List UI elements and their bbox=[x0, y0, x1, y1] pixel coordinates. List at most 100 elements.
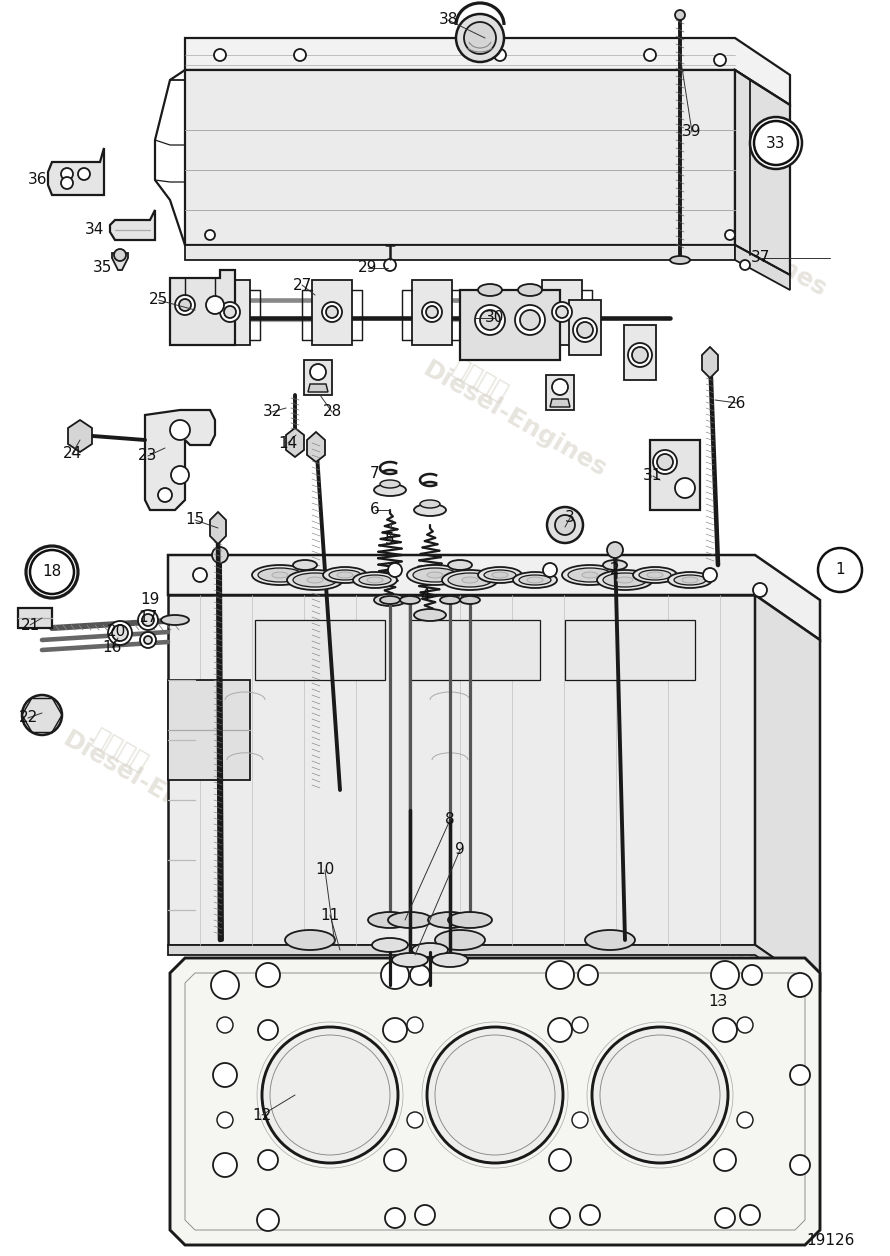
Text: 32: 32 bbox=[263, 404, 282, 420]
Circle shape bbox=[211, 971, 239, 999]
Polygon shape bbox=[460, 290, 560, 360]
Circle shape bbox=[114, 249, 126, 261]
Text: Diesel-Engines: Diesel-Engines bbox=[239, 1027, 431, 1153]
Ellipse shape bbox=[368, 912, 412, 928]
Ellipse shape bbox=[435, 929, 485, 950]
Ellipse shape bbox=[603, 560, 627, 570]
Text: 紫发动力: 紫发动力 bbox=[88, 725, 152, 775]
Ellipse shape bbox=[448, 573, 492, 587]
Text: 19126: 19126 bbox=[806, 1233, 855, 1248]
Text: Diesel-Engines: Diesel-Engines bbox=[59, 727, 251, 853]
Circle shape bbox=[515, 305, 545, 335]
Circle shape bbox=[543, 563, 557, 577]
Circle shape bbox=[675, 479, 695, 497]
Circle shape bbox=[212, 548, 228, 563]
Circle shape bbox=[742, 965, 762, 985]
Circle shape bbox=[750, 117, 802, 170]
Circle shape bbox=[592, 1027, 728, 1163]
Polygon shape bbox=[569, 300, 601, 355]
Circle shape bbox=[112, 625, 128, 641]
Polygon shape bbox=[286, 428, 304, 457]
Circle shape bbox=[675, 10, 685, 20]
Text: 34: 34 bbox=[85, 222, 105, 237]
Text: 12: 12 bbox=[253, 1108, 271, 1123]
Text: Diesel-Engines: Diesel-Engines bbox=[419, 358, 611, 482]
Ellipse shape bbox=[413, 568, 457, 582]
Text: 22: 22 bbox=[19, 711, 37, 726]
Polygon shape bbox=[702, 347, 718, 378]
Text: Diesel-Engines: Diesel-Engines bbox=[639, 177, 831, 303]
Ellipse shape bbox=[337, 571, 353, 578]
Text: 37: 37 bbox=[750, 250, 770, 265]
Circle shape bbox=[26, 546, 78, 598]
Circle shape bbox=[572, 1112, 588, 1128]
Circle shape bbox=[607, 543, 623, 558]
Ellipse shape bbox=[440, 597, 460, 604]
Text: 33: 33 bbox=[766, 136, 786, 151]
Circle shape bbox=[547, 507, 583, 543]
Circle shape bbox=[713, 1019, 737, 1042]
Ellipse shape bbox=[287, 570, 343, 590]
Polygon shape bbox=[210, 512, 226, 544]
Ellipse shape bbox=[448, 560, 472, 570]
Circle shape bbox=[714, 54, 726, 67]
Polygon shape bbox=[412, 280, 452, 345]
Text: 19: 19 bbox=[141, 593, 159, 608]
Ellipse shape bbox=[682, 577, 698, 583]
Circle shape bbox=[715, 1208, 735, 1228]
Ellipse shape bbox=[392, 953, 428, 967]
Polygon shape bbox=[308, 384, 328, 392]
Ellipse shape bbox=[367, 577, 383, 583]
Polygon shape bbox=[168, 679, 250, 780]
Polygon shape bbox=[185, 70, 735, 245]
Circle shape bbox=[703, 568, 717, 582]
Polygon shape bbox=[735, 70, 790, 275]
Polygon shape bbox=[307, 432, 325, 462]
Circle shape bbox=[415, 1205, 435, 1225]
Ellipse shape bbox=[161, 615, 189, 625]
Circle shape bbox=[385, 1208, 405, 1228]
Text: 17: 17 bbox=[138, 609, 158, 624]
Circle shape bbox=[381, 961, 409, 988]
Circle shape bbox=[818, 548, 862, 592]
Text: 8: 8 bbox=[445, 813, 455, 828]
Polygon shape bbox=[185, 38, 790, 106]
Circle shape bbox=[788, 973, 812, 997]
Polygon shape bbox=[170, 958, 820, 1245]
Circle shape bbox=[550, 1208, 570, 1228]
Ellipse shape bbox=[633, 566, 677, 583]
Text: 紫发动力: 紫发动力 bbox=[448, 354, 512, 406]
Circle shape bbox=[384, 259, 396, 271]
Ellipse shape bbox=[597, 570, 653, 590]
Circle shape bbox=[725, 230, 735, 240]
Polygon shape bbox=[145, 409, 215, 510]
Ellipse shape bbox=[329, 570, 361, 580]
Ellipse shape bbox=[513, 571, 557, 588]
Circle shape bbox=[754, 121, 798, 165]
Text: 15: 15 bbox=[185, 512, 205, 528]
Circle shape bbox=[520, 310, 540, 330]
Circle shape bbox=[464, 23, 496, 54]
Ellipse shape bbox=[293, 573, 337, 587]
Circle shape bbox=[790, 1065, 810, 1085]
Text: 31: 31 bbox=[643, 468, 663, 484]
Text: Diesel-Engines: Diesel-Engines bbox=[619, 878, 811, 1002]
Circle shape bbox=[383, 1019, 407, 1042]
Circle shape bbox=[224, 306, 236, 318]
Polygon shape bbox=[48, 148, 104, 195]
Ellipse shape bbox=[414, 609, 446, 620]
Text: 10: 10 bbox=[315, 863, 335, 878]
Ellipse shape bbox=[285, 929, 335, 950]
Text: 紫发动力: 紫发动力 bbox=[648, 874, 712, 926]
Circle shape bbox=[384, 1149, 406, 1171]
Ellipse shape bbox=[617, 577, 633, 583]
Circle shape bbox=[753, 583, 767, 597]
Circle shape bbox=[142, 614, 154, 625]
Polygon shape bbox=[410, 620, 540, 679]
Ellipse shape bbox=[412, 943, 448, 957]
Circle shape bbox=[657, 453, 673, 470]
Circle shape bbox=[388, 563, 402, 577]
Circle shape bbox=[310, 364, 326, 381]
Circle shape bbox=[580, 1205, 600, 1225]
Circle shape bbox=[258, 1020, 278, 1040]
